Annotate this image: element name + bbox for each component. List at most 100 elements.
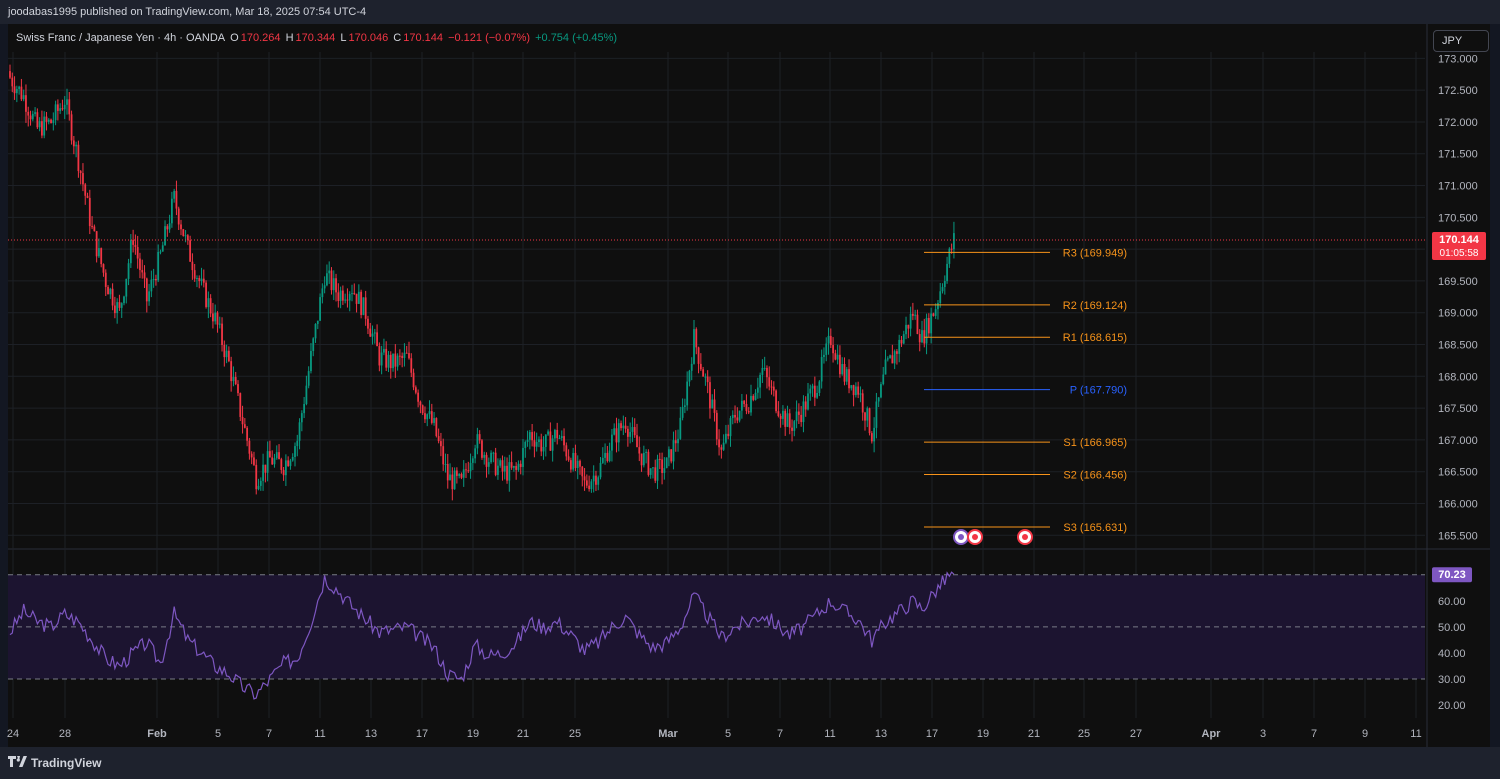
candle-body	[150, 279, 153, 292]
candle-body	[376, 332, 378, 347]
candle-body	[827, 335, 830, 344]
candle-body	[800, 414, 803, 423]
time-tick-label: 25	[1078, 728, 1090, 740]
candle-body	[818, 381, 821, 393]
candle-body	[86, 195, 89, 198]
candle-body	[25, 95, 27, 112]
candle-body	[41, 121, 43, 136]
candle-body	[841, 363, 844, 375]
candle-body	[465, 469, 467, 471]
rsi-tick-label: 30.00	[1438, 674, 1466, 686]
candle-body	[321, 288, 324, 298]
candle-body	[403, 352, 406, 358]
candle-body	[68, 99, 71, 115]
candle-body	[485, 454, 488, 467]
candle-body	[693, 329, 695, 364]
candle-body	[702, 369, 705, 377]
candle-body	[248, 440, 251, 454]
candle-body	[139, 258, 141, 271]
candle-body	[462, 469, 465, 478]
candle-body	[658, 458, 661, 460]
candle-body	[433, 418, 435, 423]
pivot-label-s3: S3 (165.631)	[1063, 522, 1127, 534]
candle-body	[246, 427, 249, 441]
candle-body	[522, 447, 524, 467]
time-tick-label: 21	[1028, 728, 1040, 740]
candle-body	[556, 429, 559, 439]
candle-body	[303, 404, 306, 414]
candle-body	[538, 439, 540, 443]
candle-body	[460, 474, 463, 478]
close-label: C	[393, 32, 402, 44]
candle-body	[408, 353, 410, 359]
candle-body	[357, 291, 360, 304]
candle-body	[476, 434, 479, 449]
candle-body	[152, 278, 155, 280]
candle-body	[948, 248, 951, 264]
time-tick-label: 7	[1311, 728, 1317, 740]
candle-body	[854, 386, 857, 396]
candle-body	[392, 353, 394, 369]
candle-body	[234, 377, 237, 385]
symbol-title[interactable]: Swiss Franc / Japanese Yen · 4h · OANDA	[16, 32, 226, 44]
last-price-badge	[1432, 231, 1486, 260]
candle-body	[437, 436, 440, 442]
candle-body	[711, 399, 714, 409]
candle-body	[747, 410, 750, 413]
candle-body	[517, 463, 520, 470]
candle-body	[47, 119, 50, 122]
candle-body	[946, 263, 948, 282]
candle-body	[861, 393, 864, 413]
candle-body	[166, 226, 169, 230]
candle-body	[859, 393, 862, 395]
candle-body	[214, 312, 217, 322]
rsi-value-label: 70.23	[1438, 569, 1466, 581]
candle-body	[371, 333, 374, 337]
candle-body	[519, 463, 522, 467]
time-tick-label: 25	[569, 728, 581, 740]
candle-body	[665, 457, 668, 469]
candle-body	[622, 425, 625, 429]
candle-body	[813, 385, 816, 398]
candle-body	[515, 466, 518, 470]
last-price-value: 170.144	[1439, 234, 1480, 246]
event-marker-dot	[972, 534, 978, 540]
candle-body	[900, 339, 903, 344]
open-label: O	[230, 32, 239, 44]
candle-body	[294, 446, 296, 457]
candle-body	[487, 462, 490, 467]
open-value: 170.264	[240, 32, 281, 44]
candle-body	[873, 427, 876, 442]
candle-body	[289, 460, 292, 466]
candle-body	[642, 452, 645, 466]
candle-body	[307, 371, 310, 386]
candle-body	[11, 77, 14, 87]
candle-body	[52, 120, 55, 124]
candle-body	[633, 427, 636, 436]
candle-body	[109, 288, 112, 295]
candle-body	[123, 296, 125, 304]
candle-body	[241, 416, 244, 425]
candle-body	[839, 354, 841, 375]
candle-body	[574, 452, 577, 468]
candle-body	[492, 452, 495, 454]
candle-body	[882, 374, 885, 385]
candle-body	[884, 359, 887, 375]
candle-body	[184, 235, 187, 237]
time-tick-label: 5	[215, 728, 221, 740]
candle-body	[501, 460, 504, 472]
candle-body	[725, 433, 727, 443]
candle-body	[663, 468, 666, 473]
currency-button[interactable]: JPY	[1433, 30, 1489, 52]
candle-body	[237, 384, 239, 394]
candle-body	[364, 297, 367, 319]
candle-body	[932, 313, 935, 316]
candle-body	[394, 353, 397, 367]
candle-body	[155, 278, 157, 281]
candle-body	[118, 302, 121, 308]
candle-body	[66, 99, 68, 105]
candle-body	[756, 387, 759, 393]
candle-body	[604, 452, 606, 458]
candle-body	[569, 460, 572, 470]
